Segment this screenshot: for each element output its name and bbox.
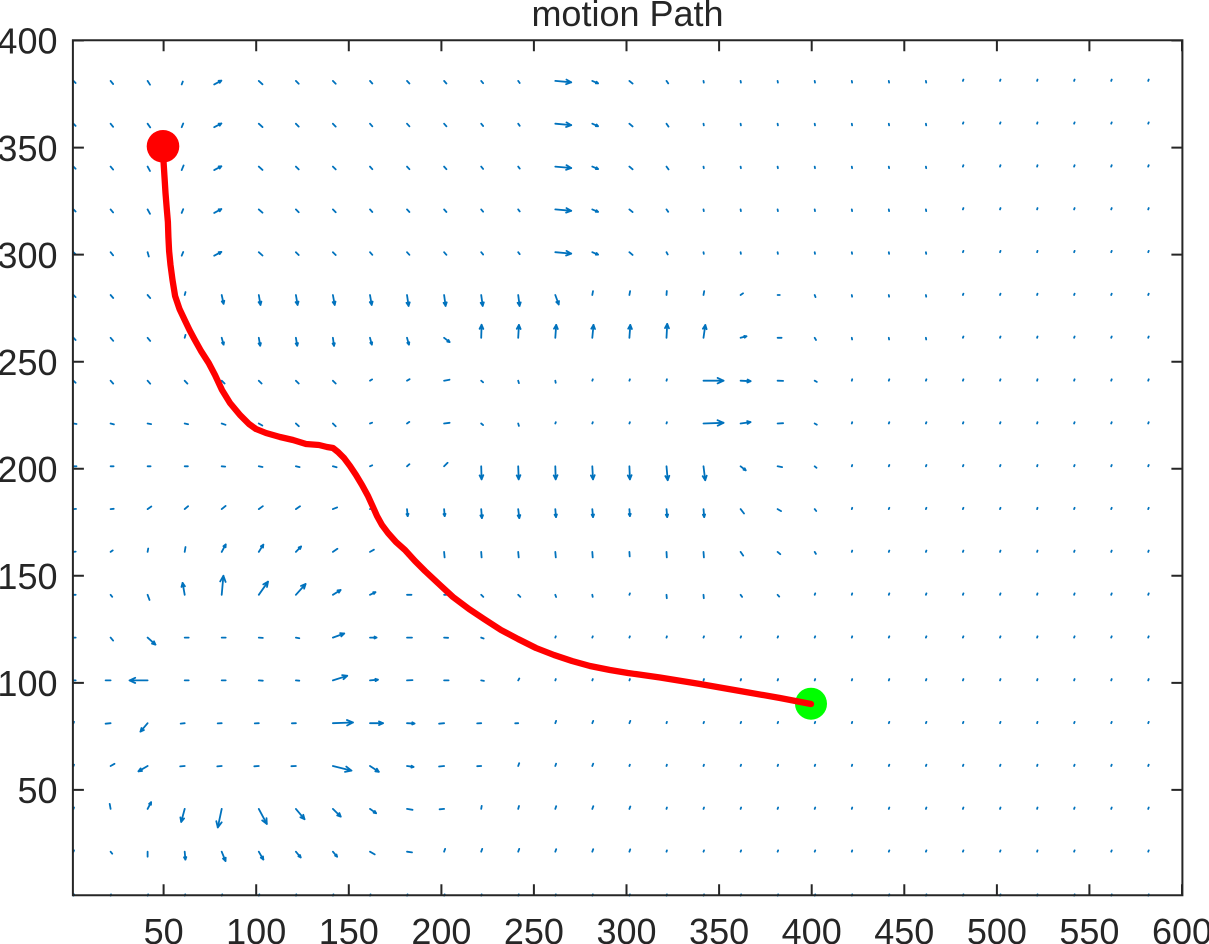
svg-text:motion Path: motion Path	[531, 0, 723, 34]
svg-text:500: 500	[967, 911, 1027, 944]
svg-text:200: 200	[0, 449, 58, 490]
svg-text:50: 50	[144, 911, 184, 944]
svg-text:550: 550	[1059, 911, 1119, 944]
svg-text:100: 100	[0, 663, 58, 704]
svg-text:250: 250	[0, 342, 58, 383]
svg-text:600: 600	[1152, 911, 1209, 944]
svg-text:300: 300	[596, 911, 656, 944]
svg-text:150: 150	[0, 556, 58, 597]
svg-text:450: 450	[874, 911, 934, 944]
svg-text:100: 100	[226, 911, 286, 944]
svg-text:400: 400	[0, 21, 58, 62]
svg-text:50: 50	[17, 770, 57, 811]
svg-text:300: 300	[0, 235, 58, 276]
svg-text:400: 400	[782, 911, 842, 944]
svg-text:350: 350	[689, 911, 749, 944]
svg-text:150: 150	[319, 911, 379, 944]
svg-text:350: 350	[0, 128, 58, 169]
svg-text:200: 200	[411, 911, 471, 944]
svg-text:250: 250	[504, 911, 564, 944]
